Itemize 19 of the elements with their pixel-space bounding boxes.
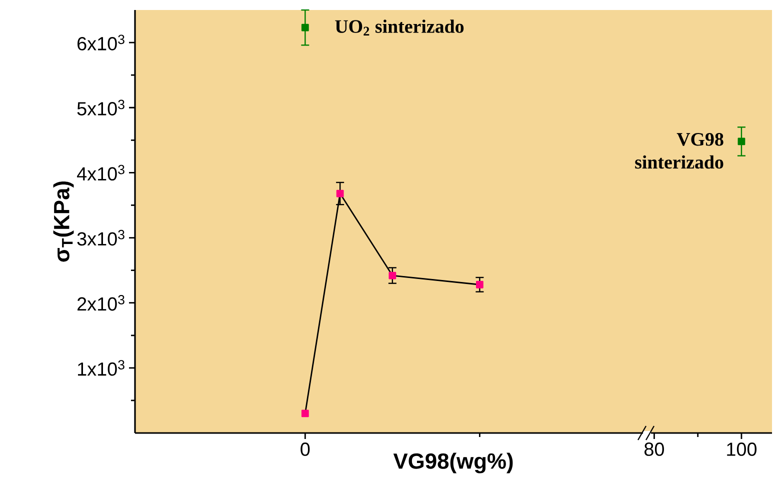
- x-tick-label: 80: [644, 442, 664, 456]
- x-tick-label: 0: [300, 442, 310, 456]
- annotation: VG98 sinterizado: [635, 132, 724, 169]
- point: [388, 272, 396, 280]
- point: [301, 410, 309, 418]
- x-tick-label: 100: [727, 442, 757, 456]
- annotation: UO$_{2}$ sinterizado: [335, 20, 464, 36]
- y-tick-label: 2x10$^{3}$: [78, 295, 124, 311]
- y-tick-label: 6x10$^{3}$: [78, 34, 124, 50]
- point: [336, 190, 344, 198]
- x-axis-title: VG98(wg%): [393, 452, 513, 474]
- point: [738, 138, 746, 146]
- y-tick-label: 4x10$^{3}$: [77, 164, 124, 181]
- point: [301, 24, 309, 32]
- y-tick-label: 1x10$^{3}$: [78, 360, 124, 376]
- y-tick-label: 3x10$^{3}$: [77, 230, 124, 246]
- point: [476, 280, 484, 288]
- y-axis-title: σ$_{T}$(KPa): [53, 182, 74, 262]
- y-tick-label: 5x10$^{3}$: [77, 100, 124, 116]
